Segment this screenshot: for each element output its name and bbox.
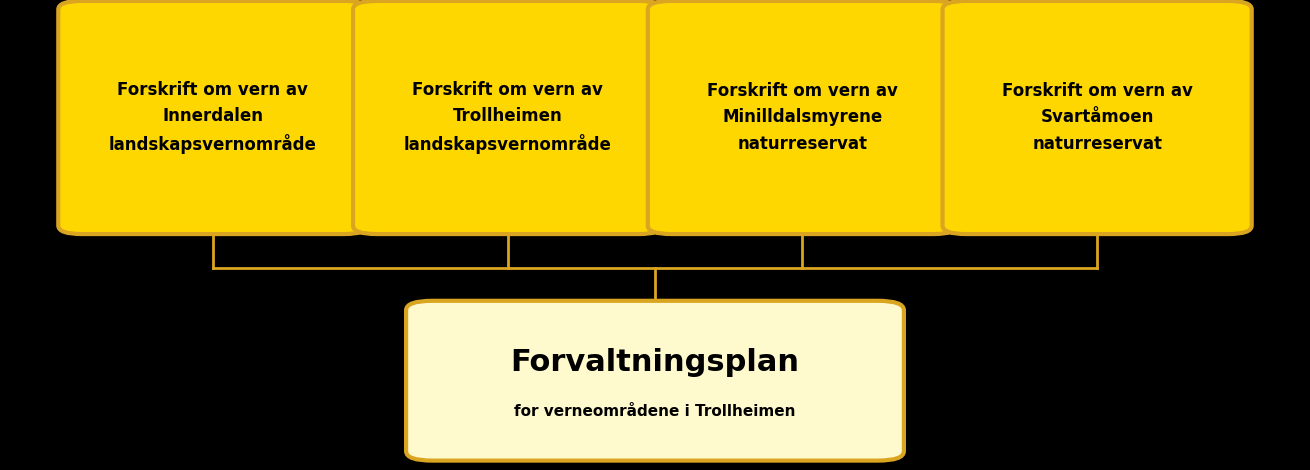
FancyBboxPatch shape	[406, 301, 904, 461]
Text: Forskrift om vern av
Innerdalen
landskapsvernområde: Forskrift om vern av Innerdalen landskap…	[109, 80, 317, 155]
FancyBboxPatch shape	[58, 1, 367, 234]
Text: for verneområdene i Trollheimen: for verneområdene i Trollheimen	[515, 404, 795, 419]
Text: Forskrift om vern av
Minilldalsmyrene
naturreservat: Forskrift om vern av Minilldalsmyrene na…	[707, 82, 897, 153]
Text: Forvaltningsplan: Forvaltningsplan	[511, 348, 799, 377]
Text: Forskrift om vern av
Svartåmoen
naturreservat: Forskrift om vern av Svartåmoen naturres…	[1002, 82, 1192, 153]
Text: Forskrift om vern av
Trollheimen
landskapsvernområde: Forskrift om vern av Trollheimen landska…	[403, 80, 612, 155]
FancyBboxPatch shape	[352, 1, 662, 234]
FancyBboxPatch shape	[943, 1, 1251, 234]
FancyBboxPatch shape	[647, 1, 956, 234]
